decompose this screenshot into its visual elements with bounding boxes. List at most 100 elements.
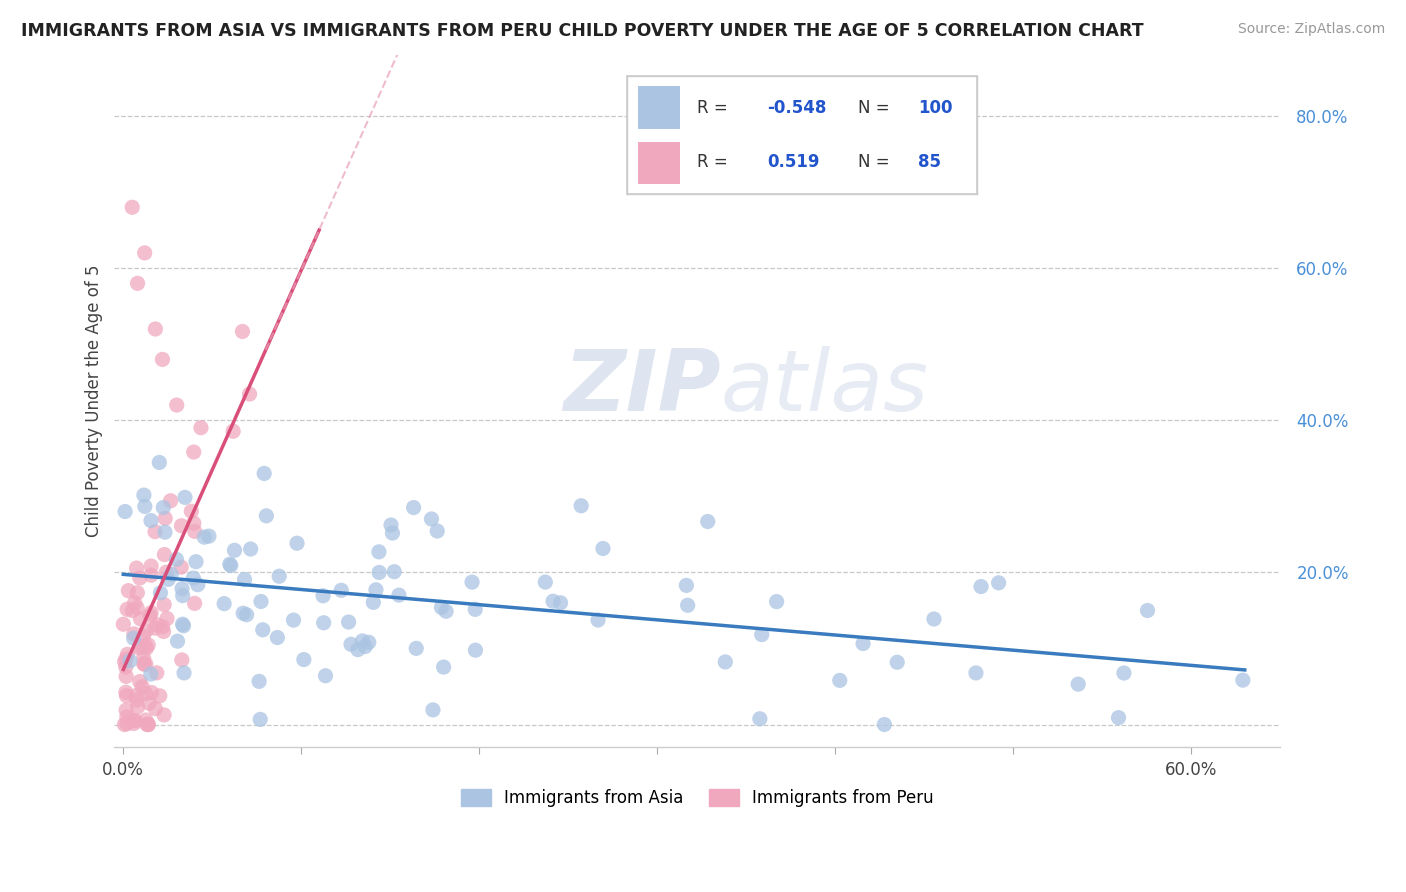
Point	[139, 514, 162, 528]
Point	[970, 580, 993, 594]
Point	[381, 526, 404, 541]
Point	[153, 707, 176, 722]
Point	[464, 643, 486, 657]
Point	[118, 654, 141, 668]
Point	[139, 608, 162, 623]
Point	[1136, 603, 1159, 617]
Point	[765, 594, 787, 608]
Point	[115, 716, 138, 731]
Point	[426, 524, 449, 538]
Point	[136, 638, 159, 652]
Point	[174, 491, 197, 505]
Point	[138, 696, 160, 710]
Point	[114, 504, 136, 518]
Point	[114, 660, 136, 674]
Point	[115, 710, 138, 724]
Point	[433, 660, 456, 674]
Point	[714, 655, 737, 669]
Point	[1067, 677, 1090, 691]
Point	[183, 596, 205, 610]
Point	[156, 611, 179, 625]
Point	[170, 582, 193, 596]
Point	[183, 516, 205, 531]
Point	[922, 612, 945, 626]
Point	[170, 560, 193, 574]
Point	[115, 703, 138, 717]
Point	[364, 582, 387, 597]
Point	[249, 713, 271, 727]
Point	[886, 655, 908, 669]
Point	[190, 420, 212, 434]
Point	[430, 600, 453, 615]
Point	[135, 686, 157, 700]
Point	[160, 567, 183, 582]
Point	[122, 714, 145, 728]
Point	[148, 455, 170, 469]
Point	[172, 617, 194, 632]
Point	[266, 631, 288, 645]
Point	[134, 500, 156, 514]
Point	[115, 602, 138, 616]
Point	[122, 631, 145, 645]
Point	[141, 606, 163, 620]
Point	[128, 674, 150, 689]
Point	[115, 652, 138, 666]
Point	[117, 648, 139, 662]
Point	[127, 586, 149, 600]
Point	[135, 657, 157, 672]
Point	[122, 716, 145, 731]
Point	[139, 667, 162, 681]
Point	[121, 604, 143, 618]
Point	[987, 575, 1010, 590]
Point	[748, 712, 770, 726]
Point	[132, 629, 155, 643]
Point	[143, 701, 166, 715]
Point	[152, 352, 174, 367]
Point	[1112, 666, 1135, 681]
Point	[152, 500, 174, 515]
Point	[170, 653, 193, 667]
Point	[592, 541, 614, 556]
Point	[368, 566, 391, 580]
Point	[170, 518, 193, 533]
Point	[128, 640, 150, 655]
Point	[541, 594, 564, 608]
Point	[127, 699, 149, 714]
Text: Source: ZipAtlas.com: Source: ZipAtlas.com	[1237, 22, 1385, 37]
Point	[675, 578, 697, 592]
Point	[198, 529, 221, 543]
Point	[965, 665, 987, 680]
Point	[231, 325, 253, 339]
Point	[134, 656, 156, 670]
Point	[115, 689, 138, 703]
Point	[136, 717, 159, 731]
Point	[464, 602, 486, 616]
Point	[235, 607, 257, 622]
Point	[149, 586, 172, 600]
Point	[218, 558, 240, 572]
Point	[352, 634, 374, 648]
Point	[312, 589, 335, 603]
Point	[363, 595, 385, 609]
Y-axis label: Child Poverty Under the Age of 5: Child Poverty Under the Age of 5	[86, 265, 103, 538]
Point	[132, 657, 155, 672]
Text: ZIP: ZIP	[562, 346, 721, 429]
Point	[380, 518, 402, 533]
Point	[149, 689, 172, 703]
Point	[183, 445, 205, 459]
Point	[153, 548, 176, 562]
Point	[340, 637, 363, 651]
Point	[153, 598, 176, 612]
Point	[125, 561, 148, 575]
Point	[114, 655, 136, 669]
Point	[135, 713, 157, 727]
Point	[330, 583, 353, 598]
Point	[136, 717, 159, 731]
Point	[402, 500, 425, 515]
Point	[219, 558, 242, 573]
Point	[388, 588, 411, 602]
Point	[337, 615, 360, 629]
Point	[354, 640, 377, 654]
Point	[143, 621, 166, 635]
Point	[233, 573, 256, 587]
